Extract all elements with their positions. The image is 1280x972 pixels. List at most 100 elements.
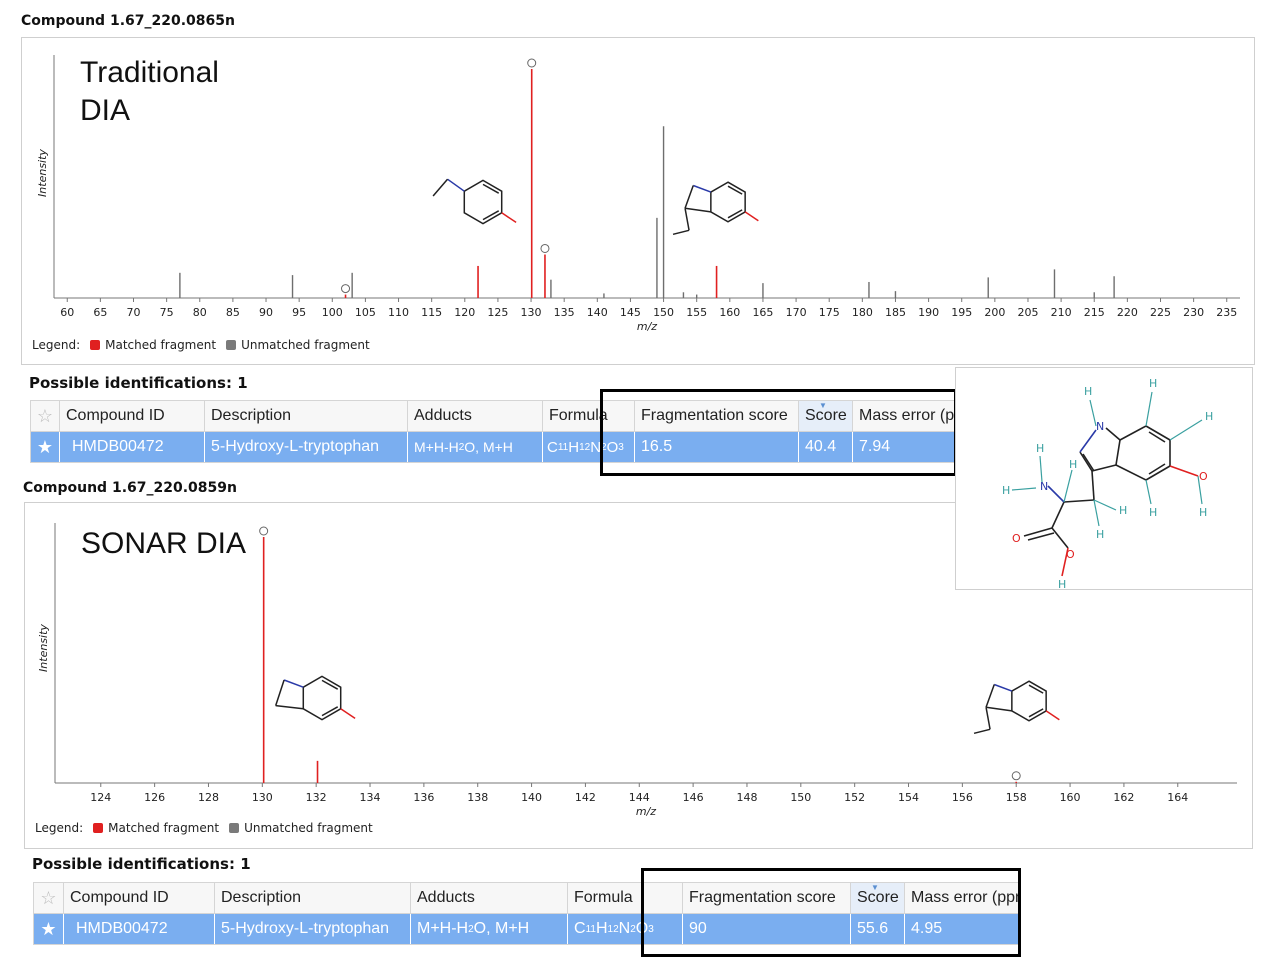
unmatched-swatch-icon [226, 340, 237, 350]
x-tick-label: 190 [918, 306, 939, 319]
x-tick-label: 195 [951, 306, 972, 319]
x-tick-label: 225 [1150, 306, 1171, 319]
x-tick-label: 164 [1167, 791, 1188, 804]
x-tick-label: 154 [898, 791, 919, 804]
favorite-star-icon[interactable]: ★ [31, 432, 60, 462]
svg-text:H: H [1058, 578, 1066, 589]
favorite-star-icon[interactable]: ★ [34, 914, 64, 944]
legend-matched: Matched fragment [105, 338, 217, 352]
x-tick-label: 180 [852, 306, 873, 319]
x-tick-label: 75 [160, 306, 174, 319]
molecule-structure-panel: N H H H H H H H H N H O O H O H [955, 367, 1253, 591]
column-compound-id[interactable]: Compound ID [60, 401, 205, 432]
legend-bottom: Legend: Matched fragment Unmatched fragm… [35, 821, 373, 835]
column-description[interactable]: Description [205, 401, 408, 432]
cell-formula[interactable]: C 11 H 12 N 2 O 3 [568, 914, 683, 944]
spectrum-chart-sonar: 124 126 128 130 132 134 136 138 140 142 144 146 148 1… [37, 523, 1237, 818]
peak-marker-icon [527, 58, 537, 68]
x-tick-label: 138 [467, 791, 488, 804]
x-tick-label: 165 [752, 306, 773, 319]
cell-mass-error[interactable]: 4.95 [905, 914, 1019, 944]
svg-text:O: O [1199, 470, 1208, 483]
x-tick-label: 105 [355, 306, 376, 319]
svg-text:O: O [1066, 548, 1075, 561]
x-tick-label: 80 [193, 306, 207, 319]
possible-identifications-bottom: Possible identifications: 1 [32, 855, 251, 873]
column-fragmentation-score[interactable]: Fragmentation score [635, 401, 799, 432]
cell-formula[interactable]: C 11 H 12 N 2 O 3 [543, 432, 635, 462]
unmatched-swatch-icon [229, 823, 240, 833]
table-row[interactable]: ★ HMDB00472 5-Hydroxy-L-tryptophan M+H-H… [31, 432, 955, 462]
legend-matched: Matched fragment [108, 821, 220, 835]
compound-header-bottom: Compound 1.67_220.0859n [23, 480, 237, 496]
compound-header-top: Compound 1.67_220.0865n [21, 13, 235, 29]
peak-marker-icon [341, 284, 351, 294]
column-formula[interactable]: Formula [543, 401, 635, 432]
column-score[interactable]: ▼ Score [799, 401, 853, 432]
x-tick-label: 160 [1060, 791, 1081, 804]
table-header-row: ☆ Compound ID Description Adducts Formul… [34, 883, 1019, 914]
column-compound-id[interactable]: Compound ID [64, 883, 215, 914]
table-row[interactable]: ★ HMDB00472 5-Hydroxy-L-tryptophan M+H-H… [34, 914, 1019, 944]
cell-mass-error[interactable]: 7.94 [853, 432, 955, 462]
cell-description[interactable]: 5-Hydroxy-L-tryptophan [215, 914, 411, 944]
legend-label: Legend: [32, 338, 81, 352]
column-description[interactable]: Description [215, 883, 411, 914]
x-tick-label: 145 [620, 306, 641, 319]
cell-score[interactable]: 40.4 [799, 432, 853, 462]
cell-adducts[interactable]: M+H-H 2 O, M+H [411, 914, 568, 944]
x-tick-label: 156 [952, 791, 973, 804]
column-score-label: Score [857, 889, 899, 906]
x-tick-label: 210 [1051, 306, 1072, 319]
favorite-star-icon[interactable]: ☆ [31, 401, 60, 432]
column-adducts[interactable]: Adducts [408, 401, 543, 432]
highlight-box-bottom [641, 868, 1021, 957]
peak-marker-icon [540, 243, 550, 253]
x-tick-label: 85 [226, 306, 240, 319]
x-tick-label: 175 [819, 306, 840, 319]
tryptophan-structure-icon: N H H H H H H H H N H O O H O H [1002, 377, 1213, 591]
favorite-star-icon[interactable]: ☆ [34, 883, 64, 914]
matched-swatch-icon [93, 823, 104, 833]
x-tick-label: 124 [90, 791, 111, 804]
x-tick-label: 134 [360, 791, 381, 804]
method-label-traditional-1: Traditional [80, 56, 219, 89]
cell-adducts[interactable]: M+H-H 2 O, M+H [408, 432, 543, 462]
x-tick-label: 132 [306, 791, 327, 804]
x-tick-label: 150 [790, 791, 811, 804]
column-mass-error[interactable]: Mass error (ppm) [853, 401, 955, 432]
legend-unmatched: Unmatched fragment [244, 821, 373, 835]
x-tick-label: 126 [144, 791, 165, 804]
x-tick-label: 110 [388, 306, 409, 319]
column-score[interactable]: ▼ Score [851, 883, 905, 914]
cell-fragmentation-score[interactable]: 90 [683, 914, 851, 944]
column-formula[interactable]: Formula [568, 883, 683, 914]
x-tick-label: 144 [629, 791, 650, 804]
x-tick-label: 205 [1017, 306, 1038, 319]
x-tick-label: 120 [454, 306, 475, 319]
spectrum-panel-traditional: 60 65 70 75 80 85 90 95 100 105 110 115 120 125 130 135… [21, 37, 1255, 365]
svg-text:H: H [1149, 377, 1157, 390]
cell-fragmentation-score[interactable]: 16.5 [635, 432, 799, 462]
cell-description[interactable]: 5-Hydroxy-L-tryptophan [205, 432, 408, 462]
identifications-table-bottom: ☆ Compound ID Description Adducts Formul… [33, 882, 1020, 945]
x-axis-label: m/z [637, 320, 657, 333]
x-tick-label: 170 [786, 306, 807, 319]
cell-score[interactable]: 55.6 [851, 914, 905, 944]
svg-text:H: H [1149, 506, 1157, 519]
x-tick-label: 65 [93, 306, 107, 319]
column-score-label: Score [805, 407, 847, 424]
column-fragmentation-score[interactable]: Fragmentation score [683, 883, 851, 914]
cell-compound-id[interactable]: HMDB00472 [64, 914, 215, 944]
column-adducts[interactable]: Adducts [411, 883, 568, 914]
x-tick-label: 128 [198, 791, 219, 804]
column-mass-error[interactable]: Mass error (ppm) [905, 883, 1019, 914]
x-axis-label: m/z [636, 805, 656, 818]
legend-label: Legend: [35, 821, 84, 835]
matched-swatch-icon [90, 340, 101, 350]
svg-text:O: O [1012, 532, 1021, 545]
cell-compound-id[interactable]: HMDB00472 [60, 432, 205, 462]
x-tick-label: 70 [127, 306, 141, 319]
fragment-structure-icon [274, 675, 356, 721]
identifications-table-top: ☆ Compound ID Description Adducts Formul… [30, 400, 956, 463]
